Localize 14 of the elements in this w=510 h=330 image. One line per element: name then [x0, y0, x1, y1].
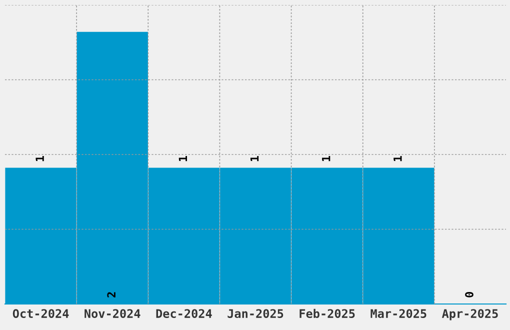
x-tick-label: Feb-2025	[300, 308, 355, 318]
data-label: 1	[178, 156, 187, 162]
x-tick-label: Apr-2025	[442, 309, 498, 320]
x-tick-label: Jan-2025	[228, 309, 284, 318]
x-tick-label: Oct-2024	[12, 309, 69, 318]
x-tick-label: Mar-2025	[370, 309, 426, 318]
data-label: 0	[465, 292, 474, 298]
x-tick-label: Nov-2024	[84, 309, 140, 318]
data-label: 2	[107, 292, 116, 298]
data-label: 1	[250, 156, 259, 162]
data-label: 1	[322, 156, 330, 162]
data-label: 1	[36, 156, 44, 162]
data-label: 1	[394, 156, 402, 162]
x-tick-label: Dec-2024	[156, 309, 212, 318]
